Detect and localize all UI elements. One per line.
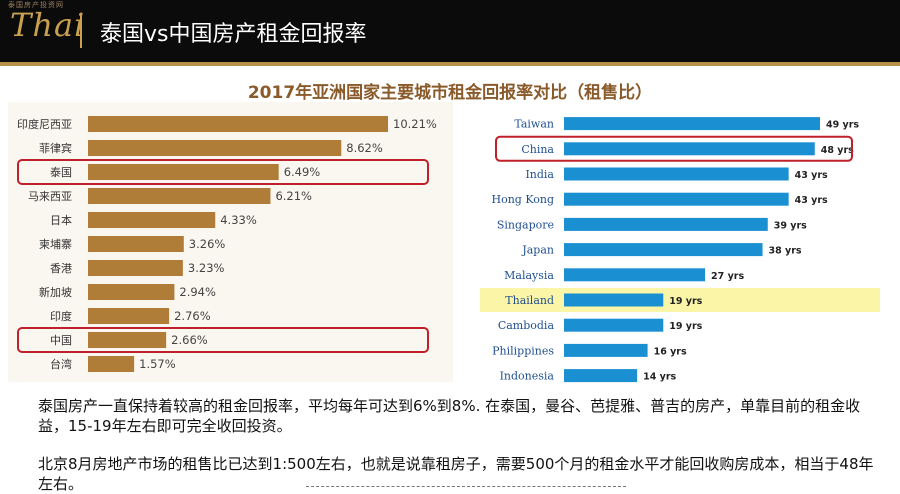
rental-yield-chart: 印度尼西亚 10.21% 菲律宾 8.62% 泰国 6.49% 马来西亚 6.21% 日本 4.3… [17,116,437,372]
value-label-3: 43 yrs [795,195,828,206]
bar-5 [564,243,763,257]
bar-5 [88,236,184,252]
bar-7 [88,284,175,300]
header-divider [80,14,82,48]
logo-subtitle: 泰国房产投资网 [8,1,64,9]
bar-1 [88,140,342,156]
bar-4 [88,212,216,228]
category-label-1: China [521,143,554,156]
category-label-5: Japan [521,244,554,257]
category-label-8: 印度 [50,309,72,323]
header-bar: 泰国房产投资网 Thai 泰国vs中国房产租金回报率 [0,0,900,62]
bar-8 [88,308,170,324]
bar-10 [88,356,135,372]
value-label-8: 19 yrs [669,321,702,332]
category-label-2: India [525,168,554,181]
logo: Thai [10,6,86,44]
category-label-9: Philippines [492,344,554,357]
bar-10 [564,369,638,383]
value-label-2: 43 yrs [795,170,828,181]
category-label-4: Singapore [497,218,554,231]
price-to-rent-chart: Taiwan 49 yrs China 48 yrs India 43 yrs Hong K… [480,117,880,383]
bar-0 [88,116,388,132]
page-title: 泰国vs中国房产租金回报率 [100,22,367,47]
bar-0 [564,117,820,131]
category-label-3: 马来西亚 [28,190,72,203]
category-label-8: Cambodia [498,319,555,332]
value-label-10: 14 yrs [643,372,676,383]
bar-1 [564,142,815,156]
value-label-4: 39 yrs [774,220,807,231]
bar-6 [88,260,183,276]
category-label-10: Indonesia [500,370,555,383]
bar-2 [88,164,279,180]
row-highlight-7 [480,288,880,312]
category-label-5: 柬埔寨 [39,237,72,251]
bar-6 [564,268,706,282]
category-label-7: Thailand [505,294,554,307]
value-label-5: 38 yrs [769,246,802,257]
value-label-1: 8.62% [346,141,383,155]
gold-divider [0,62,900,66]
category-label-4: 日本 [50,213,72,227]
category-label-1: 菲律宾 [39,141,72,155]
bar-9 [564,343,648,357]
value-label-10: 1.57% [139,357,176,371]
value-label-0: 49 yrs [826,120,859,131]
bar-8 [564,318,664,332]
highlight-box-1 [495,135,853,162]
category-label-2: 泰国 [50,165,72,179]
category-label-10: 台湾 [50,357,72,371]
bar-4 [564,217,768,231]
paragraph-beijing: 北京8月房地产市场的租售比已达到1:500左右，也就是说靠租房子，需要500个月… [38,455,874,493]
category-label-9: 中国 [50,334,72,347]
value-label-6: 27 yrs [711,271,744,282]
category-label-6: 香港 [50,262,72,275]
value-label-3: 6.21% [275,189,312,203]
value-label-2: 6.49% [284,165,321,179]
value-label-9: 16 yrs [654,346,687,357]
value-label-1: 48 yrs [821,145,854,156]
paragraph-thailand: 泰国房产一直保持着较高的租金回报率，平均每年可达到6%到8%. 在泰国，曼谷、芭… [38,397,861,435]
bar-9 [88,332,167,348]
category-label-7: 新加坡 [39,285,72,299]
value-label-0: 10.21% [393,117,437,131]
highlight-box-9 [17,327,429,353]
chart-title: 2017年亚洲国家主要城市租金回报率对比（租售比） [247,83,653,103]
dashed-divider [306,486,626,487]
bar-2 [564,167,789,181]
category-label-6: Malaysia [504,269,554,282]
value-label-5: 3.26% [189,237,226,251]
bar-3 [88,188,271,204]
bar-3 [564,192,789,206]
value-label-7: 19 yrs [669,296,702,307]
value-label-9: 2.66% [171,333,208,347]
category-label-0: Taiwan [514,118,554,131]
category-label-3: Hong Kong [491,193,554,206]
value-label-4: 4.33% [220,213,257,227]
value-label-8: 2.76% [174,309,211,323]
value-label-6: 3.23% [188,261,225,275]
bar-7 [564,293,664,307]
highlight-box-2 [17,159,429,185]
category-label-0: 印度尼西亚 [17,117,72,131]
value-label-7: 2.94% [179,285,216,299]
